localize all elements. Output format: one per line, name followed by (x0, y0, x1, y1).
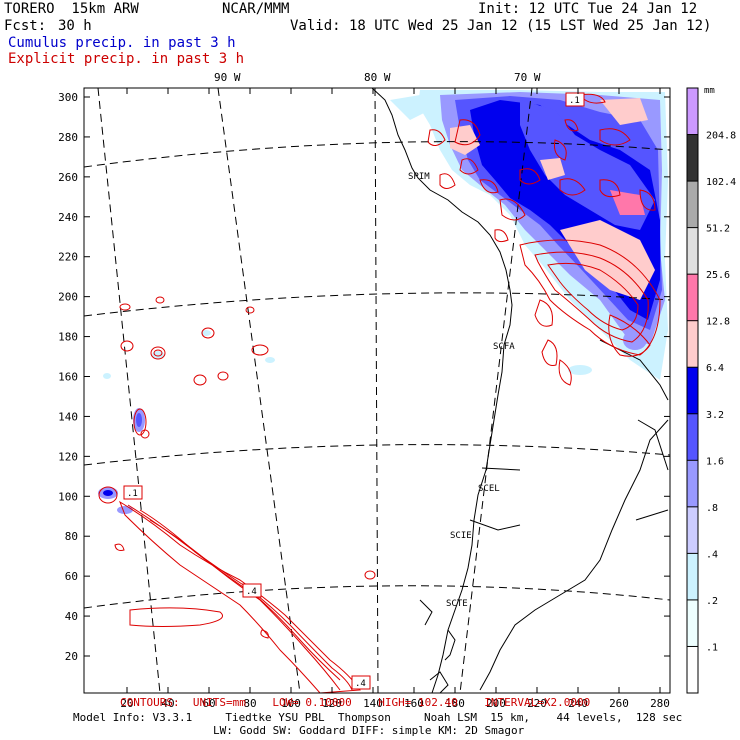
contour-info: CONTOURS: UNITS=mm LOW= 0.10000 HIGH= 10… (120, 696, 591, 709)
colorbar-label: 1.6 (706, 456, 724, 467)
station-scfa: SCFA (493, 342, 515, 352)
y-tick-label: 20 (65, 650, 78, 663)
colorbar-label: .8 (706, 503, 718, 514)
explicit-legend: Explicit precip. in past 3 h (8, 51, 245, 67)
colorbar-swatch (687, 553, 698, 600)
valid-time: Valid: 18 UTC Wed 25 Jan 12 (15 LST Wed … (290, 18, 712, 34)
colorbar-label: 102.4 (706, 177, 736, 188)
y-tick-label: 200 (58, 291, 78, 304)
x-tick-label: 120 (322, 697, 342, 710)
lon-label-90w: 90 W (214, 71, 241, 84)
colorbar-unit: mm (704, 86, 715, 96)
x-tick-label: 260 (609, 697, 629, 710)
colorbar-swatch (687, 599, 698, 647)
y-tick-label: 160 (58, 371, 78, 384)
x-tick-label: 80 (243, 697, 256, 710)
colorbar-label: 25.6 (706, 270, 730, 281)
colorbar-swatch (687, 367, 698, 414)
colorbar-swatch (687, 181, 698, 228)
cumulus-precip-field (98, 90, 668, 514)
colorbar-swatch (687, 460, 698, 507)
x-tick-label: 200 (486, 697, 506, 710)
colorbar-swatch (687, 134, 698, 182)
x-tick-label: 220 (527, 697, 547, 710)
model-info-line1: Model Info: V3.3.1 Tiedtke YSU PBL Thomp… (73, 711, 683, 724)
colorbar-swatch (687, 506, 698, 554)
colorbar-label: 204.8 (706, 131, 736, 142)
station-scte: SCTE (446, 599, 468, 609)
colorbar-swatch (687, 413, 698, 461)
colorbar-swatch (687, 88, 698, 135)
colorbar-label: 3.2 (706, 410, 724, 421)
lon-label-80w: 80 W (364, 71, 391, 84)
colorbar-swatch (687, 274, 698, 321)
lon-label-70w: 70 W (514, 71, 541, 84)
y-tick-label: 240 (58, 211, 78, 224)
colorbar-label: .4 (706, 549, 718, 560)
map-frame (83, 87, 671, 694)
colorbar-label: 51.2 (706, 224, 730, 235)
y-tick-label: 220 (58, 251, 78, 264)
x-tick-label: 40 (161, 697, 174, 710)
box-label-2: .1 (127, 489, 138, 499)
y-tick-label: 280 (58, 131, 78, 144)
y-tick-label: 80 (65, 530, 78, 543)
y-tick-label: 300 (58, 91, 78, 104)
x-axis: 20 40 60 80 100 120 140 160 180 200 220 240 260 280 (120, 88, 670, 710)
colorbar-label: .2 (706, 596, 718, 607)
y-tick-label: 180 (58, 331, 78, 344)
x-tick-label: 240 (568, 697, 588, 710)
colorbar-frame (686, 87, 699, 694)
box-label-4: .4 (355, 679, 366, 689)
x-tick-label: 280 (650, 697, 670, 710)
x-tick-label: 60 (202, 697, 215, 710)
colorbar: 204.8 102.4 51.2 25.6 12.8 6.4 3.2 1.6 .8 .4 .2 .1 (686, 87, 736, 694)
y-tick-label: 40 (65, 610, 78, 623)
y-tick-label: 260 (58, 171, 78, 184)
colorbar-swatch (687, 646, 698, 693)
y-tick-label: 100 (58, 490, 78, 503)
x-tick-label: 100 (281, 697, 301, 710)
x-tick-label: 20 (120, 697, 133, 710)
station-scel: SCEL (478, 484, 500, 494)
y-tick-label: 120 (58, 450, 78, 463)
station-scie: SCIE (450, 531, 472, 541)
colorbar-swatch (687, 320, 698, 368)
forecast-hour: 30 h (58, 18, 92, 34)
colorbar-swatch (687, 227, 698, 275)
x-tick-label: 140 (363, 697, 383, 710)
box-label-3: .4 (246, 587, 257, 597)
colorbar-label: .1 (706, 642, 718, 653)
model-title: TORERO 15km ARW (4, 1, 139, 17)
cumulus-legend: Cumulus precip. in past 3 h (8, 35, 236, 51)
colorbar-label: 12.8 (706, 317, 730, 328)
forecast-label: Fcst: (4, 18, 47, 34)
y-tick-label: 140 (58, 410, 78, 423)
init-time: Init: 12 UTC Tue 24 Jan 12 (478, 1, 698, 17)
model-info-line2: LW: Godd SW: Goddard DIFF: simple KM: 2D… (213, 724, 525, 737)
org-label: NCAR/MMM (222, 1, 290, 17)
box-label-1: .1 (569, 96, 580, 106)
y-axis: 300 280 260 240 220 200 180 160 140 120 100 80 60 40 2… (58, 91, 670, 663)
station-spim: SPIM (408, 172, 430, 182)
graticule (84, 88, 670, 693)
y-tick-label: 60 (65, 570, 78, 583)
x-tick-label: 160 (404, 697, 424, 710)
colorbar-label: 6.4 (706, 363, 724, 374)
x-tick-label: 180 (445, 697, 465, 710)
coastline (371, 88, 669, 693)
